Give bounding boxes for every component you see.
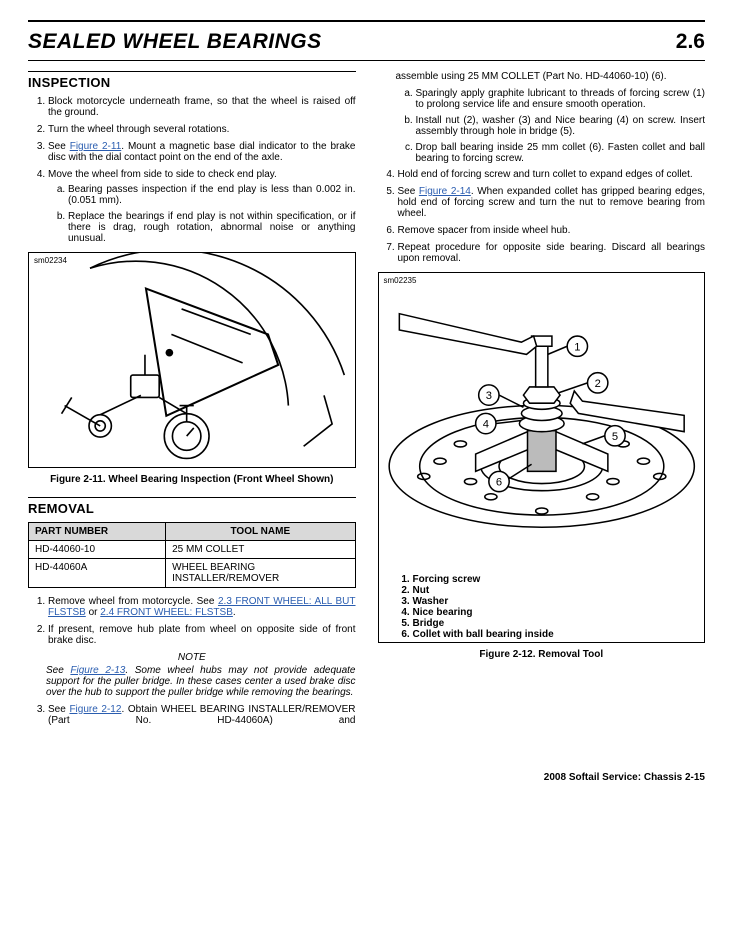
figure-2-11-caption: Figure 2-11. Wheel Bearing Inspection (F… (28, 474, 356, 485)
step-post: . (233, 607, 236, 618)
figure-2-11-svg (29, 253, 355, 467)
legend-item: Forcing screw (413, 574, 705, 585)
list-item: Drop ball bearing inside 25 mm collet (6… (416, 142, 706, 164)
right-steps: Hold end of forcing screw and turn colle… (378, 169, 706, 264)
sub-list: Bearing passes inspection if the end pla… (48, 184, 356, 244)
list-item: Remove wheel from motorcycle. See 2.3 FR… (48, 596, 356, 618)
step-text: If present, remove hub plate from wheel … (48, 624, 356, 646)
svg-text:3: 3 (485, 390, 491, 402)
step-pre: See (48, 704, 69, 715)
list-item: See Figure 2-14. When expanded collet ha… (398, 186, 706, 219)
substep-text: Sparingly apply graphite lubricant to th… (416, 88, 706, 110)
list-item: Sparingly apply graphite lubricant to th… (416, 88, 706, 110)
list-item: Install nut (2), washer (3) and Nice bea… (416, 115, 706, 137)
removal-list: Remove wheel from motorcycle. See 2.3 FR… (28, 596, 356, 646)
table-cell: WHEEL BEARING INSTALLER/REMOVER (166, 558, 355, 587)
step-text: Remove spacer from inside wheel hub. (398, 225, 571, 236)
step-pre: See (48, 141, 70, 152)
substep-text: Replace the bearings if end play is not … (68, 211, 356, 244)
list-item: See Figure 2-11. Mount a magnetic base d… (48, 141, 356, 163)
page-footer: 2008 Softail Service: Chassis 2-15 (28, 772, 705, 783)
note-body: See Figure 2-13. Some wheel hubs may not… (46, 665, 356, 698)
list-item: Hold end of forcing screw and turn colle… (398, 169, 706, 180)
table-cell: HD-44060A (29, 558, 166, 587)
svg-text:6: 6 (495, 477, 501, 489)
inspection-heading: INSPECTION (28, 75, 356, 90)
figure-link[interactable]: Figure 2-12 (69, 704, 121, 715)
step-pre: See (398, 186, 419, 197)
two-column-layout: INSPECTION Block motorcycle underneath f… (28, 71, 705, 732)
svg-text:4: 4 (482, 419, 488, 431)
figure-2-12-svg: 1 2 3 4 5 6 (379, 273, 705, 568)
table-header: PART NUMBER (29, 522, 166, 540)
removal-list-cont: See Figure 2-12. Obtain WHEEL BEARING IN… (28, 704, 356, 726)
note-label: NOTE (28, 652, 356, 663)
step-text: Move the wheel from side to side to chec… (48, 169, 277, 180)
figure-2-12-caption: Figure 2-12. Removal Tool (378, 649, 706, 660)
legend-item: Nut (413, 585, 705, 596)
table-row: HD-44060-10 25 MM COLLET (29, 540, 356, 558)
step-text: Repeat procedure for opposite side beari… (398, 242, 706, 264)
figure-2-12-box: sm02235 (378, 272, 706, 643)
figure-tag: sm02235 (384, 276, 417, 285)
left-column: INSPECTION Block motorcycle underneath f… (28, 71, 356, 732)
step-text: Turn the wheel through several rotations… (48, 124, 229, 135)
removal-heading: REMOVAL (28, 501, 356, 516)
top-rule (28, 20, 705, 22)
title-row: SEALED WHEEL BEARINGS 2.6 (28, 30, 705, 54)
list-item: Replace the bearings if end play is not … (68, 211, 356, 244)
right-column: assemble using 25 MM COLLET (Part No. HD… (378, 71, 706, 732)
legend-item: Bridge (413, 618, 705, 629)
tools-table: PART NUMBER TOOL NAME HD-44060-10 25 MM … (28, 522, 356, 588)
svg-text:1: 1 (574, 341, 580, 353)
page-title: SEALED WHEEL BEARINGS (28, 30, 322, 54)
figure-legend: Forcing screw Nut Washer Nice bearing Br… (379, 574, 705, 640)
legend-item: Washer (413, 596, 705, 607)
list-item: Block motorcycle underneath frame, so th… (48, 96, 356, 118)
figure-link[interactable]: Figure 2-14 (419, 186, 471, 197)
continuation-text: assemble using 25 MM COLLET (Part No. HD… (396, 71, 706, 82)
list-item: Turn the wheel through several rotations… (48, 124, 356, 135)
removal-rule (28, 497, 356, 498)
note-pre: See (46, 665, 70, 676)
continuation-sublist: Sparingly apply graphite lubricant to th… (396, 88, 706, 164)
svg-text:2: 2 (594, 378, 600, 390)
table-cell: HD-44060-10 (29, 540, 166, 558)
inspection-list: Block motorcycle underneath frame, so th… (28, 96, 356, 244)
title-underline (28, 60, 705, 61)
list-item: If present, remove hub plate from wheel … (48, 624, 356, 646)
list-item: Move the wheel from side to side to chec… (48, 169, 356, 244)
list-item: Bearing passes inspection if the end pla… (68, 184, 356, 206)
figure-link[interactable]: Figure 2-11 (70, 141, 122, 152)
step-mid: or (86, 607, 100, 618)
inspection-rule (28, 71, 356, 72)
table-row: HD-44060A WHEEL BEARING INSTALLER/REMOVE… (29, 558, 356, 587)
legend-item: Collet with ball bearing inside (413, 629, 705, 640)
section-link[interactable]: 2.4 FRONT WHEEL: FLSTSB (100, 607, 233, 618)
step-pre: Remove wheel from motorcycle. See (48, 596, 218, 607)
list-item: See Figure 2-12. Obtain WHEEL BEARING IN… (48, 704, 356, 726)
figure-tag: sm02234 (34, 256, 67, 265)
table-header: TOOL NAME (166, 522, 355, 540)
figure-link[interactable]: Figure 2-13 (70, 665, 125, 676)
list-item: Repeat procedure for opposite side beari… (398, 242, 706, 264)
substep-text: Install nut (2), washer (3) and Nice bea… (416, 115, 706, 137)
figure-2-11-box: sm02234 (28, 252, 356, 468)
table-cell: 25 MM COLLET (166, 540, 355, 558)
list-item: Remove spacer from inside wheel hub. (398, 225, 706, 236)
substep-text: Drop ball bearing inside 25 mm collet (6… (416, 142, 706, 164)
step-text: Block motorcycle underneath frame, so th… (48, 96, 356, 118)
substep-text: Bearing passes inspection if the end pla… (68, 184, 356, 206)
step-text: Hold end of forcing screw and turn colle… (398, 169, 693, 180)
legend-item: Nice bearing (413, 607, 705, 618)
section-number: 2.6 (676, 30, 705, 54)
svg-text:5: 5 (611, 431, 617, 443)
